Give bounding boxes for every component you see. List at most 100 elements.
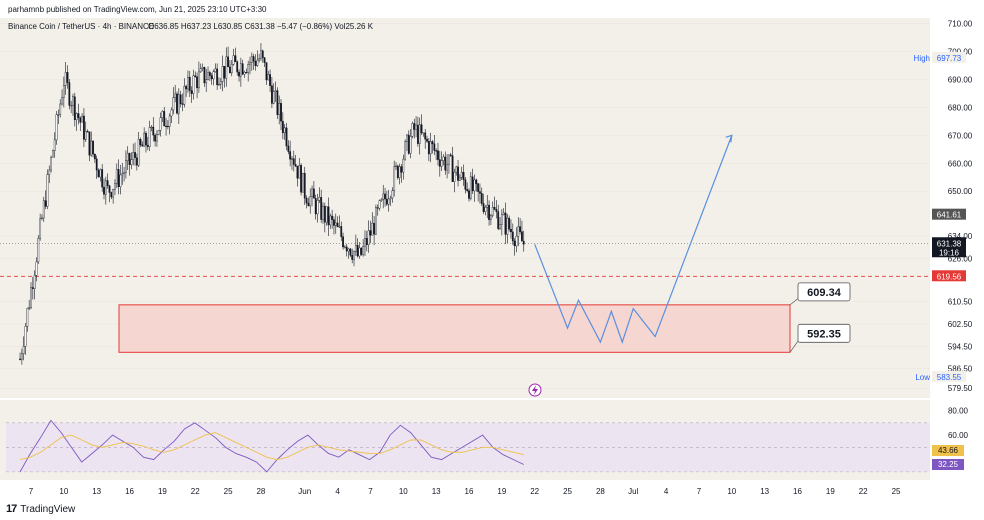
candle-body: [418, 124, 421, 144]
candle-body: [119, 174, 122, 188]
candle-body: [504, 212, 507, 235]
candle-body: [378, 200, 381, 209]
rsi-tick-label: 60.00: [948, 431, 969, 440]
candle-body: [488, 204, 490, 220]
x-tick-label: 10: [59, 487, 68, 496]
x-tick-label: 19: [158, 487, 167, 496]
price-tag-box: [932, 208, 966, 220]
candle-body: [37, 237, 40, 263]
candle-body: [298, 165, 301, 179]
candle-body: [90, 140, 93, 156]
candle-body: [101, 169, 104, 188]
candle-body: [145, 132, 147, 146]
candle-body: [371, 222, 374, 236]
price-tag-value: 583.55: [937, 373, 962, 382]
candle-body: [81, 115, 84, 123]
y-tick-label: 710.00: [948, 20, 973, 29]
candle-body: [190, 90, 193, 94]
candle-body: [48, 169, 51, 175]
price-tag-value: 619.56: [937, 272, 962, 281]
candle-body: [292, 158, 295, 165]
candle-body: [30, 287, 32, 308]
candle-body: [104, 180, 107, 195]
y-tick-label: 594.50: [948, 342, 973, 351]
candle-body: [35, 261, 38, 276]
candle-body: [126, 153, 129, 161]
y-tick-label: 626.00: [948, 254, 973, 263]
candle-body: [345, 246, 348, 252]
x-tick-label: 10: [727, 487, 736, 496]
time-axis[interactable]: 7 10 13 16 19 22 25 28 Jun 4 7 10 13 16 19 22 25 28 Jul 4 7 1…: [29, 487, 901, 496]
candle-body: [199, 68, 202, 73]
candle-body: [500, 214, 503, 225]
candle-body: [165, 125, 167, 128]
candle-body: [156, 134, 158, 142]
price-tag-label: Low: [915, 373, 930, 382]
candle-body: [75, 113, 78, 121]
price-axis[interactable]: 710.00700.00690.00680.00670.00660.00650.…: [948, 20, 973, 394]
candle-body: [329, 215, 332, 226]
candle-body: [183, 85, 186, 105]
candle-body: [354, 245, 357, 252]
candle-body: [344, 246, 346, 248]
candle-body: [256, 59, 259, 67]
candle-body: [274, 90, 277, 92]
candle-body: [232, 55, 235, 65]
candle-body: [229, 66, 231, 74]
candle-body: [212, 71, 215, 80]
candle-body: [468, 190, 470, 199]
candle-body: [490, 215, 492, 220]
candle-body: [444, 156, 447, 171]
candle-body: [108, 185, 111, 193]
candle-body: [364, 237, 366, 247]
price-tag-value: 697.73: [937, 54, 962, 63]
candle-body: [95, 158, 98, 171]
candle-body: [289, 151, 292, 160]
candle-body: [338, 226, 341, 228]
candle-body: [440, 160, 443, 167]
candles-group: [19, 43, 525, 365]
candle-body: [135, 157, 138, 166]
candle-body: [513, 240, 516, 247]
candle-body: [409, 136, 412, 154]
symbol-title: Binance Coin / TetherUS · 4h · BINANCE: [8, 22, 154, 31]
candle-body: [46, 174, 49, 207]
candle-body: [477, 183, 480, 192]
candle-body: [373, 222, 375, 235]
projection-arrowhead: [725, 134, 733, 143]
candle-body: [31, 287, 34, 289]
candle-body: [437, 150, 439, 160]
candle-body: [393, 166, 396, 191]
candle-body: [475, 179, 478, 184]
x-tick-label: 7: [29, 487, 34, 496]
price-tag-value: 631.38: [937, 239, 962, 248]
candle-body: [415, 124, 417, 130]
candle-body: [367, 230, 370, 246]
candle-body: [510, 228, 512, 233]
price-tag-box: [932, 270, 966, 282]
candle-body: [427, 141, 430, 155]
candle-body: [170, 109, 173, 117]
footer-brand[interactable]: 17 TradingView: [6, 503, 75, 515]
candle-body: [294, 164, 297, 167]
candle-body: [20, 353, 23, 360]
candle-body: [283, 127, 286, 134]
x-tick-label: 16: [465, 487, 474, 496]
candle-body: [210, 75, 213, 80]
x-tick-label: 28: [256, 487, 265, 496]
candle-body: [83, 115, 85, 140]
x-tick-label: 13: [760, 487, 769, 496]
candle-body: [247, 64, 250, 73]
rsi-value-tag: [932, 459, 964, 470]
candle-body: [448, 154, 450, 165]
flash-icon[interactable]: [528, 383, 542, 397]
candle-body: [188, 76, 191, 91]
candle-body: [466, 189, 469, 191]
candle-body: [398, 166, 401, 178]
candle-body: [404, 141, 407, 160]
x-tick-label: 19: [497, 487, 506, 496]
candle-body: [261, 50, 264, 58]
candle-body: [252, 56, 255, 62]
candle-body: [493, 206, 496, 210]
